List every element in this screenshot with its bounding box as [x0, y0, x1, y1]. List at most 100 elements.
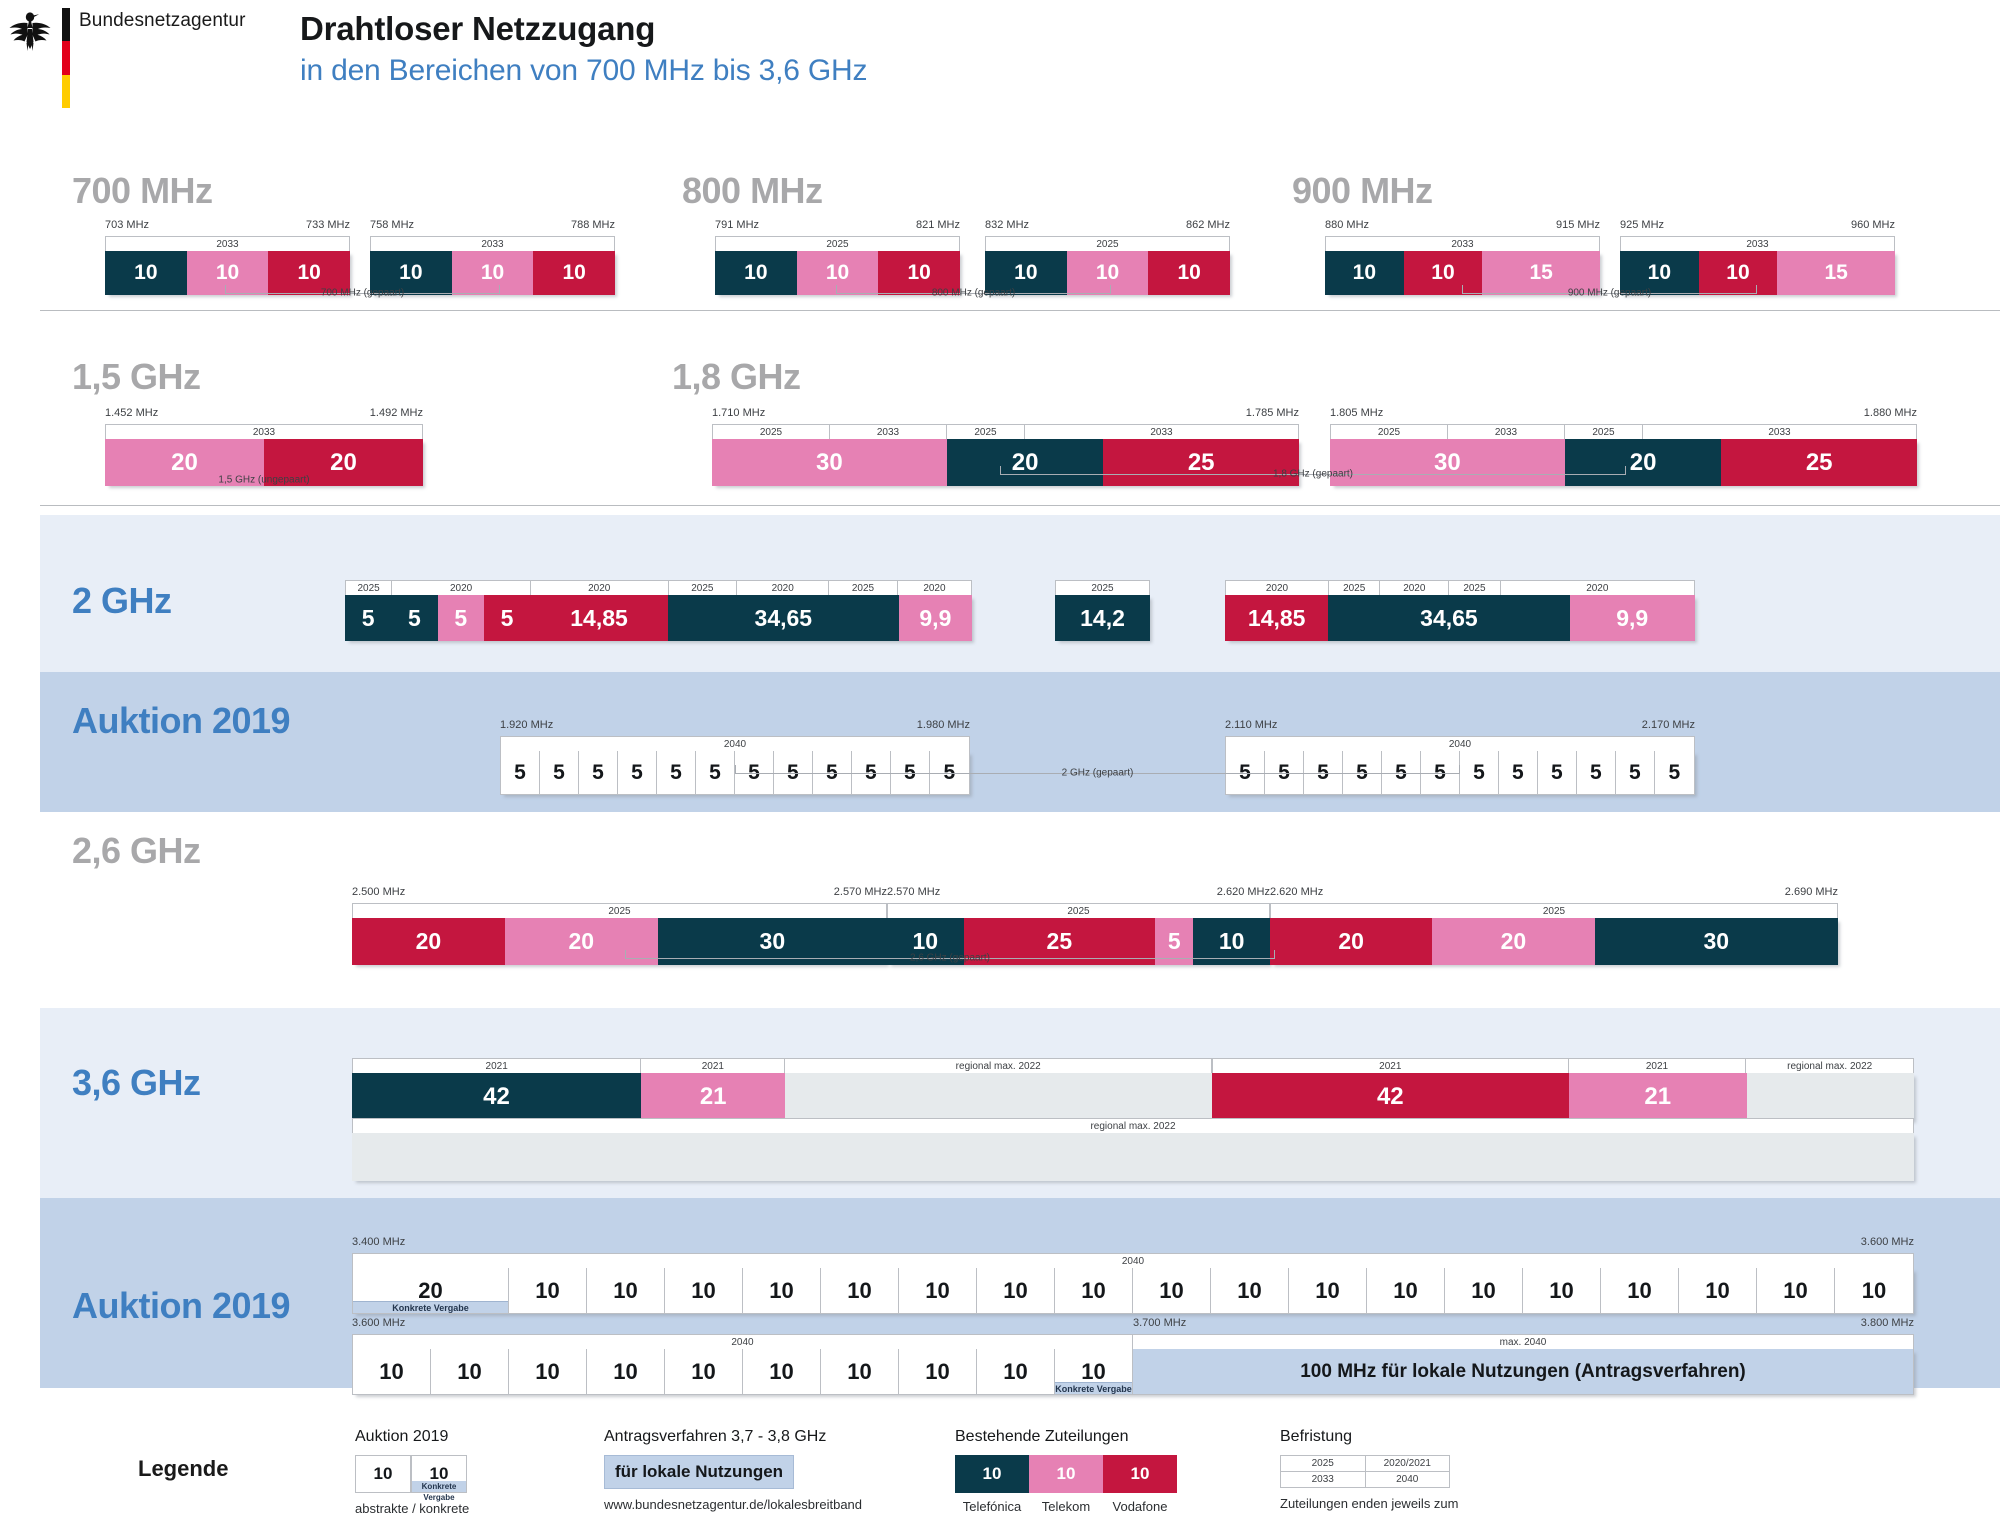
spectrum-block[interactable]: 34,65: [1328, 595, 1570, 641]
spectrum-block[interactable]: 5: [1498, 751, 1538, 794]
spectrum-block[interactable]: 10: [1403, 251, 1483, 295]
spectrum-block[interactable]: 10: [1289, 1268, 1367, 1313]
spectrum-block[interactable]: 10: [1066, 251, 1149, 295]
spectrum-block[interactable]: 10: [715, 251, 797, 295]
spectrum-block[interactable]: 10: [977, 1349, 1055, 1394]
spectrum-block[interactable]: 5: [501, 751, 540, 794]
spectrum-block[interactable]: 14,85: [530, 595, 668, 641]
spectrum-block[interactable]: 5: [734, 751, 774, 794]
spectrum-block[interactable]: 5: [929, 751, 969, 794]
spectrum-block[interactable]: 10: [665, 1349, 743, 1394]
spectrum-block[interactable]: 10: [370, 251, 452, 295]
spectrum-block[interactable]: 5: [812, 751, 852, 794]
spectrum-block[interactable]: 20 Konkrete Vergabe: [353, 1268, 509, 1313]
spectrum-block[interactable]: 10: [1679, 1268, 1757, 1313]
spectrum-block[interactable]: 5: [617, 751, 657, 794]
spectrum-block[interactable]: 10: [1523, 1268, 1601, 1313]
spectrum-block[interactable]: 42: [352, 1073, 641, 1121]
spectrum-block[interactable]: 10: [1133, 1268, 1211, 1313]
spectrum-block[interactable]: 10: [587, 1349, 665, 1394]
spectrum-block[interactable]: 34,65: [667, 595, 899, 641]
spectrum-block[interactable]: 20: [1432, 918, 1595, 965]
spectrum-block[interactable]: 5: [1381, 751, 1421, 794]
spectrum-block[interactable]: 5: [656, 751, 696, 794]
spectrum-block[interactable]: 10: [451, 251, 534, 295]
spectrum-block[interactable]: 5: [1420, 751, 1460, 794]
spectrum-block[interactable]: 10: [105, 251, 187, 295]
spectrum-block[interactable]: 10: [743, 1349, 821, 1394]
lokale-nutzungen-block[interactable]: 100 MHz für lokale Nutzungen (Antragsver…: [1133, 1349, 1913, 1394]
spectrum-block[interactable]: 10: [821, 1349, 899, 1394]
spectrum-block[interactable]: 30: [1594, 918, 1838, 965]
spectrum-block[interactable]: 10: [533, 251, 615, 295]
spectrum-block[interactable]: 10: [821, 1268, 899, 1313]
spectrum-block[interactable]: 20: [1270, 918, 1433, 965]
spectrum-block[interactable]: 10: [1148, 251, 1230, 295]
spectrum-block[interactable]: 10 Konkrete Vergabe: [1055, 1349, 1133, 1394]
spectrum-block[interactable]: 10: [1055, 1268, 1133, 1313]
spectrum-block[interactable]: 10: [1757, 1268, 1835, 1313]
spectrum-block[interactable]: 10: [509, 1349, 587, 1394]
spectrum-block[interactable]: 5: [851, 751, 891, 794]
spectrum-block[interactable]: 5: [1155, 918, 1194, 965]
spectrum-block[interactable]: 10: [887, 918, 964, 965]
spectrum-block[interactable]: 10: [1620, 251, 1699, 295]
spectrum-block[interactable]: 10: [1445, 1268, 1523, 1313]
spectrum-block[interactable]: 20: [1564, 439, 1722, 486]
spectrum-block[interactable]: 10: [1601, 1268, 1679, 1313]
spectrum-block[interactable]: 10: [1835, 1268, 1913, 1313]
spectrum-block[interactable]: 30: [1330, 439, 1565, 486]
spectrum-block[interactable]: 5: [1537, 751, 1577, 794]
spectrum-block[interactable]: 21: [640, 1073, 786, 1121]
spectrum-block[interactable]: 10: [587, 1268, 665, 1313]
spectrum-block[interactable]: 5: [1654, 751, 1694, 794]
spectrum-block[interactable]: 21: [1568, 1073, 1747, 1121]
spectrum-block[interactable]: 10: [1193, 918, 1270, 965]
spectrum-block[interactable]: 14,85: [1225, 595, 1329, 641]
spectrum-block[interactable]: 15: [1482, 251, 1600, 295]
spectrum-block[interactable]: 10: [796, 251, 879, 295]
spectrum-block[interactable]: 20: [264, 439, 423, 486]
spectrum-block[interactable]: 5: [1459, 751, 1499, 794]
spectrum-block[interactable]: 5: [695, 751, 735, 794]
spectrum-block[interactable]: 42: [1212, 1073, 1569, 1121]
spectrum-block[interactable]: [785, 1073, 1212, 1121]
spectrum-block[interactable]: 5: [483, 595, 531, 641]
spectrum-block[interactable]: 20: [352, 918, 505, 965]
spectrum-block[interactable]: 10: [899, 1349, 977, 1394]
spectrum-block[interactable]: 10: [1698, 251, 1778, 295]
spectrum-block[interactable]: 10: [899, 1268, 977, 1313]
spectrum-block[interactable]: 5: [773, 751, 813, 794]
spectrum-block[interactable]: 25: [963, 918, 1156, 965]
spectrum-block[interactable]: 5: [1226, 751, 1265, 794]
spectrum-block[interactable]: 5: [1303, 751, 1343, 794]
spectrum-block[interactable]: 25: [1103, 439, 1299, 486]
spectrum-block[interactable]: 5: [391, 595, 438, 641]
spectrum-block[interactable]: 10: [743, 1268, 821, 1313]
spectrum-block[interactable]: 5: [345, 595, 392, 641]
spectrum-block[interactable]: 10: [977, 1268, 1055, 1313]
spectrum-block[interactable]: [352, 1133, 1914, 1181]
spectrum-block[interactable]: 5: [578, 751, 618, 794]
spectrum-block[interactable]: 20: [504, 918, 658, 965]
spectrum-block[interactable]: 10: [353, 1349, 431, 1394]
spectrum-block[interactable]: 10: [878, 251, 960, 295]
spectrum-block[interactable]: 10: [1325, 251, 1404, 295]
spectrum-block[interactable]: 10: [509, 1268, 587, 1313]
spectrum-block[interactable]: 20: [946, 439, 1104, 486]
spectrum-block[interactable]: 20: [105, 439, 264, 486]
spectrum-block[interactable]: 9,9: [1569, 595, 1695, 641]
spectrum-block[interactable]: 5: [1576, 751, 1616, 794]
spectrum-block[interactable]: 30: [657, 918, 887, 965]
spectrum-block[interactable]: 10: [268, 251, 350, 295]
spectrum-block[interactable]: 30: [712, 439, 947, 486]
spectrum-block[interactable]: [1746, 1073, 1914, 1121]
legend-antrag-url[interactable]: www.bundesnetzagentur.de/lokalesbreitban…: [604, 1497, 863, 1512]
spectrum-block[interactable]: 5: [540, 751, 579, 794]
spectrum-block[interactable]: 14,2: [1055, 595, 1150, 641]
spectrum-block[interactable]: 5: [1615, 751, 1655, 794]
spectrum-block[interactable]: 10: [186, 251, 269, 295]
spectrum-block[interactable]: 25: [1721, 439, 1917, 486]
spectrum-block[interactable]: 10: [985, 251, 1067, 295]
spectrum-block[interactable]: 5: [1342, 751, 1382, 794]
